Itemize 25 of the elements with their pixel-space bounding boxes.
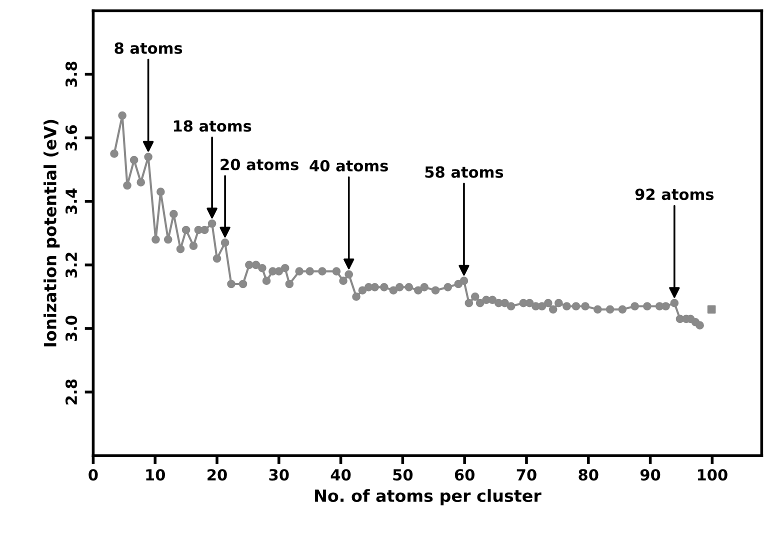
x-tick-label: 0 xyxy=(88,469,98,481)
x-tick-label: 30 xyxy=(269,469,289,481)
x-tick-label: 40 xyxy=(330,469,351,481)
y-axis-title: Ionization potential (eV) xyxy=(44,120,60,346)
x-tick-label: 10 xyxy=(146,469,166,481)
annotation: 92 atoms xyxy=(635,188,714,200)
y-tick-label: 2.8 xyxy=(65,379,78,404)
x-tick-label: 70 xyxy=(516,469,536,481)
x-tick-label: 90 xyxy=(640,469,660,481)
annotation: 58 atoms xyxy=(425,166,504,178)
x-axis-title: No. of atoms per cluster xyxy=(315,489,542,506)
annotation: 40 atoms xyxy=(310,160,388,172)
y-tick-label: 3.0 xyxy=(65,316,78,341)
x-tick-label: 60 xyxy=(454,469,474,481)
x-tick-label: 80 xyxy=(578,469,598,481)
y-tick-label: 3.2 xyxy=(65,252,78,278)
annotation: 18 atoms xyxy=(174,120,252,132)
y-tick-label: 3.6 xyxy=(65,125,78,150)
y-tick-label: 3.4 xyxy=(65,188,78,214)
x-tick-label: 20 xyxy=(208,469,227,481)
annotation: 8 atoms xyxy=(114,42,182,54)
x-tick-label: 100 xyxy=(698,469,728,481)
x-tick-label: 50 xyxy=(393,469,413,481)
y-tick-label: 3.8 xyxy=(65,62,78,87)
annotation: 20 atoms xyxy=(220,158,298,170)
